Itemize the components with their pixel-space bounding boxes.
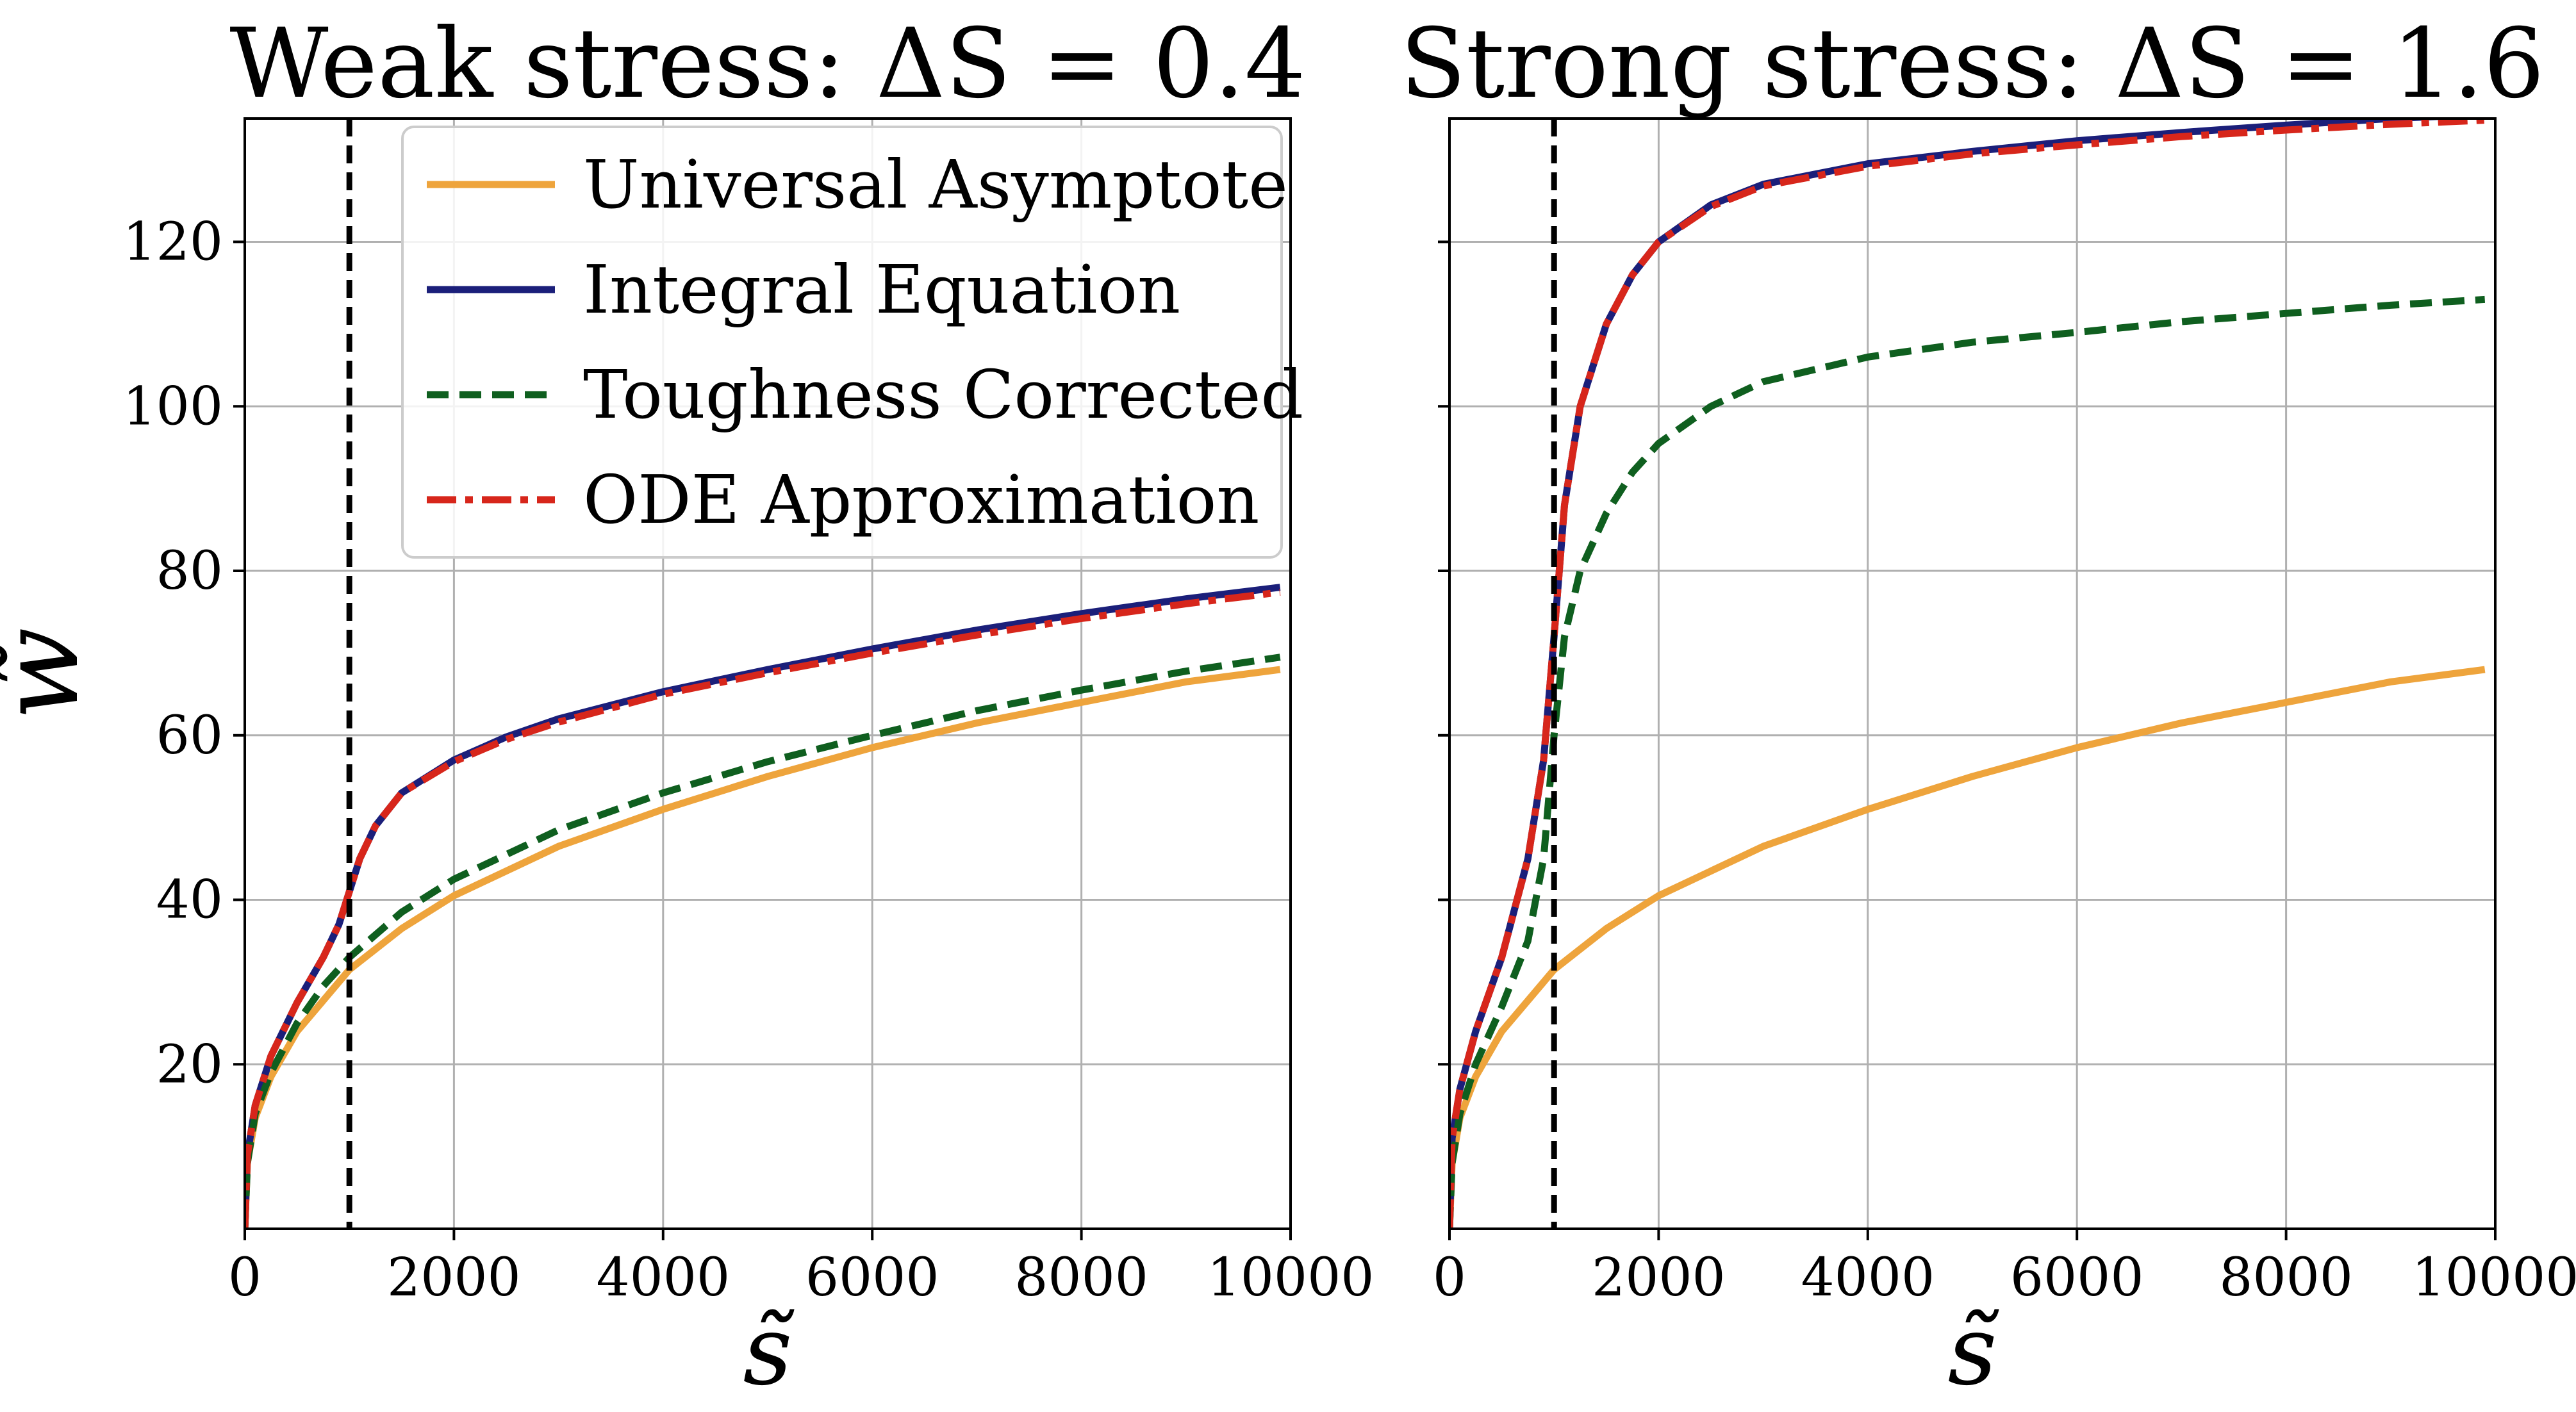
legend-label: Toughness Corrected: [583, 356, 1303, 434]
x-tick-label: 8000: [2219, 1247, 2353, 1308]
series-line-integral-equation: [245, 584, 1281, 1229]
legend-label: ODE Approximation: [583, 461, 1259, 539]
x-tick-label: 2000: [387, 1247, 521, 1308]
axes-frame: [1448, 117, 2497, 1230]
x-axis-label: s̃: [743, 1295, 795, 1407]
x-tick-label: 10000: [1207, 1247, 1375, 1308]
x-axis-label: s̃: [1948, 1295, 1999, 1407]
axes-frame: [244, 117, 1292, 1230]
x-tick-label: 4000: [1801, 1247, 1935, 1308]
legend-label: Integral Equation: [583, 250, 1180, 329]
y-axis-label: w̃: [0, 627, 103, 721]
series-line-toughness-corrected: [1449, 295, 2486, 1229]
x-tick-label: 6000: [805, 1247, 939, 1308]
series-group: [245, 584, 1281, 1229]
y-tick-label: 20: [156, 1034, 223, 1095]
x-tick-label: 8000: [1014, 1247, 1148, 1308]
panel-title: Weak stress: ΔS = 0.4: [229, 8, 1305, 120]
x-tick-label: 0: [228, 1247, 261, 1308]
legend: Universal Asymptote Integral Equation Toug…: [401, 126, 1303, 559]
x-tick-label: 4000: [596, 1247, 730, 1308]
series-line-ode-approximation: [1449, 119, 2485, 1229]
series-group: [1449, 119, 2486, 1229]
y-tick-label: 40: [156, 870, 223, 931]
x-tick-label: 6000: [2010, 1247, 2144, 1308]
strong-stress-panel: 0 2000 4000 6000 8000 10000 Strong stress: ΔS …: [1400, 8, 2576, 1407]
y-tick-label: 80: [156, 541, 223, 602]
y-tick-label: 60: [156, 705, 223, 766]
panel-title: Strong stress: ΔS = 1.6: [1400, 8, 2545, 120]
y-tick-label: 120: [122, 212, 223, 273]
series-line-ode-approximation: [245, 588, 1281, 1229]
x-tick-label: 10000: [2412, 1247, 2576, 1308]
x-tick-label: 2000: [1592, 1247, 1726, 1308]
x-tick-label: 0: [1433, 1247, 1466, 1308]
weak-stress-panel: 0 2000 4000 6000 8000 10000 20 40 60 80 100 120 Weak…: [0, 8, 1374, 1407]
legend-box: [401, 126, 1283, 559]
y-tick-label: 100: [122, 376, 223, 437]
series-line-toughness-corrected: [245, 653, 1281, 1229]
legend-label: Universal Asymptote: [583, 145, 1288, 224]
